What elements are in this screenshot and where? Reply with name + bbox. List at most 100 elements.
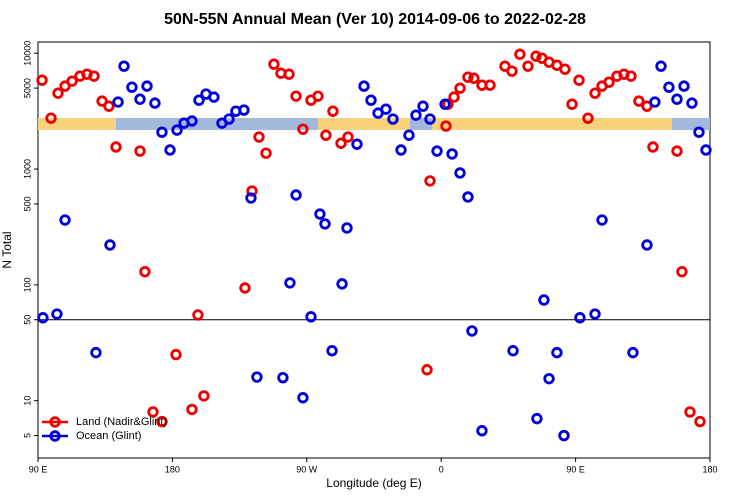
- data-point: [314, 208, 326, 220]
- surface-strip: [38, 118, 710, 130]
- data-point: [171, 124, 183, 136]
- x-tick-label: 0: [439, 464, 444, 474]
- data-point: [297, 392, 309, 404]
- data-point: [126, 81, 138, 93]
- data-point: [543, 372, 555, 385]
- x-tick-label: 90 E: [566, 464, 585, 474]
- data-point: [358, 80, 370, 92]
- data-point: [574, 312, 586, 324]
- data-point: [633, 95, 645, 107]
- y-tick-label: 10000: [22, 41, 32, 66]
- data-point: [641, 239, 653, 251]
- data-point: [103, 100, 115, 112]
- data-point: [268, 58, 280, 70]
- data-point: [88, 70, 100, 82]
- data-point: [573, 74, 585, 86]
- data-point: [589, 308, 601, 320]
- x-tick-label: 180: [165, 464, 180, 474]
- y-tick-label: 50: [22, 315, 32, 325]
- data-point: [118, 60, 130, 72]
- data-point: [104, 239, 116, 251]
- data-point: [164, 144, 176, 156]
- data-point: [52, 87, 64, 99]
- data-point: [559, 63, 571, 75]
- data-point: [283, 68, 295, 80]
- data-point: [134, 93, 146, 105]
- data-point: [156, 415, 168, 428]
- data-point: [139, 265, 151, 278]
- data-point: [284, 277, 296, 289]
- data-point: [51, 308, 63, 320]
- data-point: [37, 312, 49, 324]
- data-point: [223, 113, 235, 125]
- data-point: [59, 214, 71, 226]
- y-tick-label: 100: [22, 277, 32, 292]
- data-point: [66, 75, 78, 87]
- data-point: [424, 113, 436, 125]
- data-point: [466, 325, 478, 337]
- legend-label: Land (Nadir&Glint): [76, 416, 167, 428]
- data-point: [327, 105, 339, 117]
- data-point: [380, 103, 392, 115]
- data-point: [589, 87, 601, 99]
- data-point: [245, 192, 257, 204]
- data-point: [530, 50, 542, 62]
- data-point: [112, 96, 124, 108]
- data-point: [424, 175, 436, 187]
- data-point: [290, 90, 302, 102]
- data-point: [440, 120, 452, 132]
- data-point: [678, 80, 690, 92]
- x-tick-label: 180: [702, 464, 717, 474]
- data-point: [198, 390, 210, 402]
- data-point: [326, 345, 338, 357]
- data-point: [506, 65, 518, 77]
- data-point: [627, 346, 639, 359]
- data-point: [603, 76, 615, 88]
- data-point: [448, 91, 460, 103]
- data-point: [208, 91, 220, 103]
- data-point: [566, 98, 578, 110]
- data-point: [335, 137, 347, 149]
- data-point: [387, 113, 399, 125]
- data-point: [671, 145, 683, 157]
- data-point: [655, 60, 667, 72]
- data-point: [193, 94, 205, 106]
- data-point: [693, 126, 705, 138]
- data-point: [192, 309, 204, 321]
- data-point: [110, 141, 122, 153]
- legend-marker: [49, 430, 61, 442]
- x-tick-label: 90 W: [296, 464, 318, 474]
- data-point: [45, 112, 57, 124]
- data-point: [297, 123, 309, 135]
- data-point: [141, 80, 153, 92]
- x-axis-label: Longitude (deg E): [326, 476, 421, 490]
- data-point: [36, 74, 48, 86]
- data-point: [454, 167, 466, 179]
- data-point: [156, 126, 168, 138]
- data-point: [439, 98, 451, 110]
- data-point: [312, 90, 324, 102]
- data-point: [476, 425, 488, 437]
- plot-frame: [37, 41, 711, 459]
- y-tick-label: 10: [22, 396, 32, 406]
- legend-marker: [49, 416, 61, 428]
- data-point: [170, 348, 182, 361]
- data-point: [484, 79, 496, 91]
- data-point: [522, 60, 534, 72]
- data-point: [260, 147, 272, 159]
- data-point: [647, 141, 659, 153]
- data-point: [558, 429, 570, 442]
- data-point: [410, 109, 422, 121]
- data-point: [582, 112, 594, 124]
- data-point: [694, 415, 706, 428]
- data-point: [395, 144, 407, 156]
- data-point: [351, 138, 363, 150]
- data-point: [341, 222, 353, 234]
- data-point: [320, 129, 332, 141]
- data-point: [149, 97, 161, 109]
- data-point: [514, 48, 526, 60]
- data-point: [454, 82, 466, 94]
- y-tick-label: 5: [22, 433, 32, 438]
- data-point: [462, 191, 474, 203]
